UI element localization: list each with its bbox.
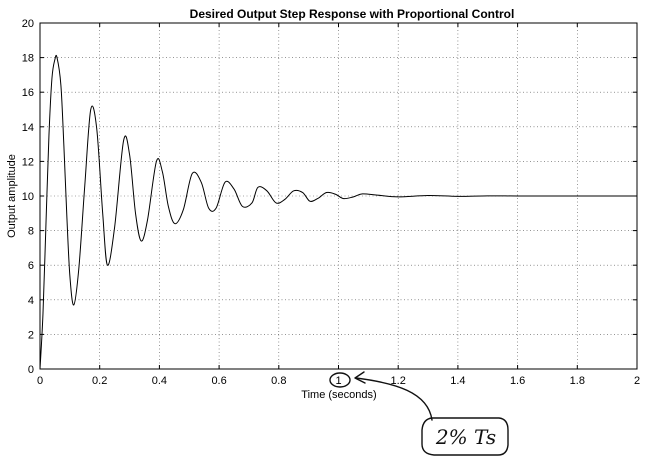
tick-circle-mark (329, 372, 351, 388)
y-tick-label: 18 (22, 53, 34, 65)
x-axis-ticks: 0 0.2 0.4 0.6 0.8 1 1.2 1.4 1.6 1.8 2 (37, 23, 640, 387)
x-tick-label: 0.4 (152, 375, 167, 387)
series-line-output (39, 54, 637, 370)
x-tick-label: 1.2 (391, 375, 406, 387)
annotation-arrow (355, 377, 433, 421)
arrowhead-icon (354, 371, 366, 384)
y-axis-ticks: 0 2 4 6 8 10 12 14 16 18 20 (22, 18, 637, 376)
x-tick-label: 0.6 (211, 375, 226, 387)
y-tick-label: 20 (22, 18, 34, 30)
y-tick-label: 14 (22, 122, 34, 134)
x-tick-label: 0 (37, 375, 43, 387)
x-tick-label: 1 (335, 375, 341, 387)
annotation-note: 2% Ts (435, 425, 496, 449)
x-tick-label: 2 (634, 375, 640, 387)
x-tick-label: 1.8 (570, 375, 585, 387)
x-tick-label: 1.6 (510, 375, 525, 387)
y-tick-label: 16 (22, 87, 34, 99)
y-tick-label: 8 (28, 226, 34, 238)
x-tick-label: 0.8 (271, 375, 286, 387)
y-tick-label: 12 (22, 156, 34, 168)
chart-title: Desired Output Step Response with Propor… (190, 7, 515, 21)
x-tick-label: 0.2 (92, 375, 107, 387)
y-tick-label: 4 (28, 295, 34, 307)
x-tick-label: 1.4 (450, 375, 465, 387)
y-tick-label: 10 (22, 191, 34, 203)
handwritten-annotation: 2% Ts (329, 371, 509, 456)
y-tick-label: 6 (28, 260, 34, 272)
x-axis-label: Time (seconds) (301, 389, 376, 401)
y-tick-label: 2 (28, 329, 34, 341)
y-tick-label: 0 (28, 364, 34, 376)
y-axis-label: Output amplitude (6, 154, 18, 238)
annotation-box (421, 417, 509, 456)
